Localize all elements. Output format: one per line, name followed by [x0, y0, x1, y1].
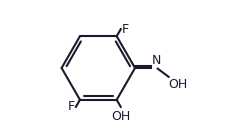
- Text: F: F: [122, 23, 129, 36]
- Text: OH: OH: [168, 78, 187, 91]
- Text: N: N: [151, 54, 161, 67]
- Text: F: F: [67, 100, 74, 113]
- Text: OH: OH: [111, 110, 130, 123]
